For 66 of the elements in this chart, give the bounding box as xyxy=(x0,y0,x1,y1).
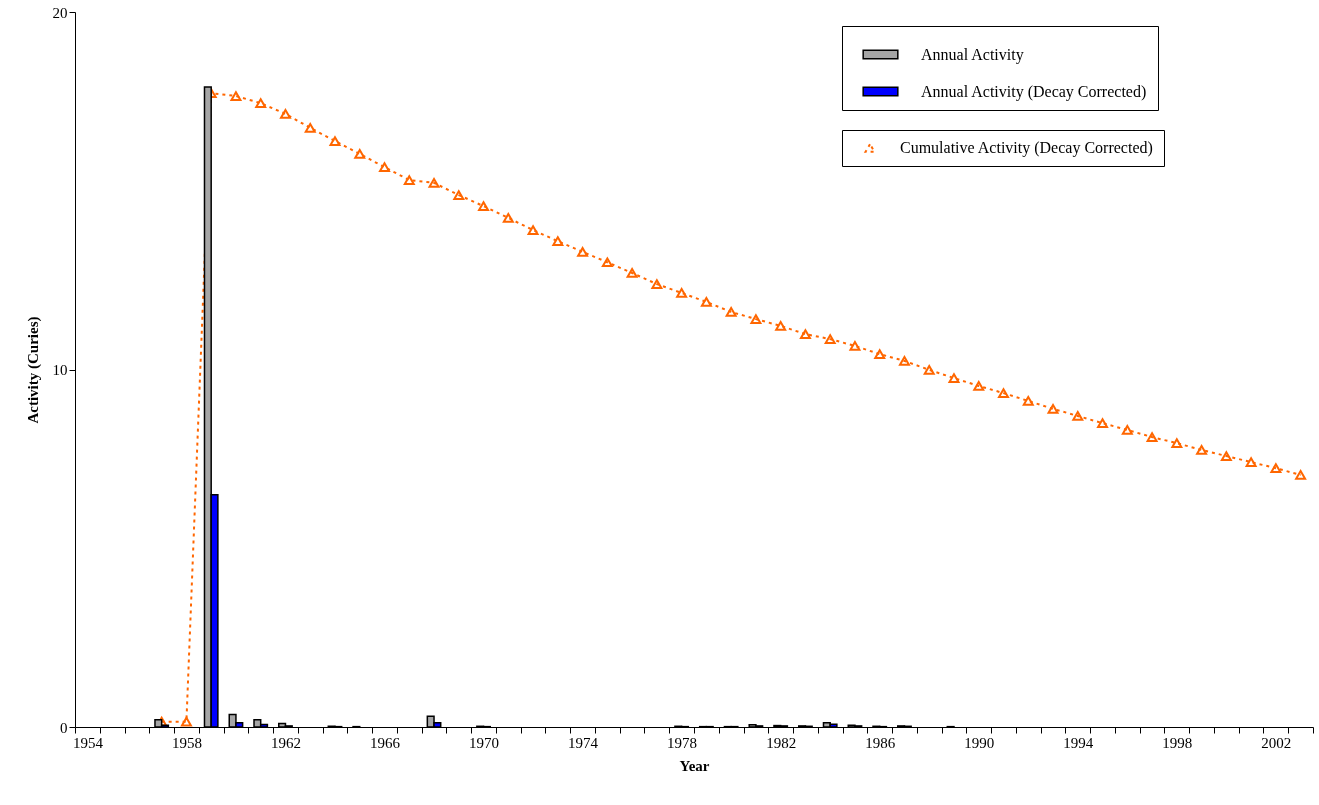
point xyxy=(1121,425,1133,435)
point xyxy=(651,279,663,289)
point xyxy=(255,98,267,109)
point xyxy=(1047,403,1059,414)
point xyxy=(1146,432,1158,442)
point xyxy=(1196,445,1208,455)
point xyxy=(923,364,935,375)
point xyxy=(1022,396,1034,406)
point xyxy=(552,236,564,247)
point xyxy=(1245,457,1257,467)
point xyxy=(824,334,836,344)
x-tick-label: 1990 xyxy=(964,734,995,751)
x-tick-label: 1958 xyxy=(171,734,202,751)
x-tick-label: 1974 xyxy=(568,734,599,751)
x-tick-label: 1970 xyxy=(469,734,500,751)
point xyxy=(601,257,613,268)
point xyxy=(973,381,985,391)
point xyxy=(502,213,514,223)
point xyxy=(700,297,712,307)
point xyxy=(874,349,886,359)
point xyxy=(775,321,787,331)
point xyxy=(1072,411,1084,421)
legend-label: Cumulative Activity (Decay Corrected) xyxy=(900,139,1153,157)
point xyxy=(354,149,366,159)
x-tick-label: 1978 xyxy=(667,734,698,751)
point xyxy=(304,122,316,133)
point xyxy=(279,109,291,119)
point xyxy=(403,175,415,185)
point xyxy=(527,225,539,235)
x-tick-label: 1994 xyxy=(1063,734,1094,751)
point xyxy=(1295,470,1307,480)
point xyxy=(725,307,737,317)
point xyxy=(1171,438,1183,449)
x-tick-label: 1962 xyxy=(270,734,301,751)
y-axis-title: Activity (Curies) xyxy=(24,316,42,424)
point xyxy=(180,716,192,727)
point xyxy=(676,288,688,298)
point xyxy=(750,314,762,324)
point xyxy=(1097,418,1109,428)
point xyxy=(577,247,589,257)
point xyxy=(478,201,490,211)
point xyxy=(998,388,1009,398)
point xyxy=(230,91,242,101)
point xyxy=(428,178,440,188)
y-tick-label: 0 xyxy=(60,719,68,736)
legend-label: Annual Activity (Decay Corrected) xyxy=(921,82,1147,101)
x-tick-label: 1982 xyxy=(766,734,797,751)
point xyxy=(898,356,910,366)
y-tick-label: 10 xyxy=(52,362,68,378)
x-tick-label: 1998 xyxy=(1162,734,1193,751)
legend-label: Annual Activity xyxy=(921,45,1024,64)
point xyxy=(1220,451,1232,461)
x-tick-label: 1954 xyxy=(72,734,104,751)
point xyxy=(626,268,638,278)
x-tick-label: 1966 xyxy=(370,734,401,751)
x-tick-label: 2002 xyxy=(1261,734,1292,751)
point xyxy=(1270,463,1282,474)
point xyxy=(329,136,341,146)
y-tick-label: 20 xyxy=(52,4,68,21)
x-tick-label: 1986 xyxy=(865,734,896,751)
point xyxy=(948,373,960,383)
point xyxy=(453,190,465,200)
point xyxy=(849,341,861,351)
point xyxy=(799,329,811,339)
point xyxy=(379,162,390,173)
x-axis-title: Year xyxy=(679,757,710,774)
